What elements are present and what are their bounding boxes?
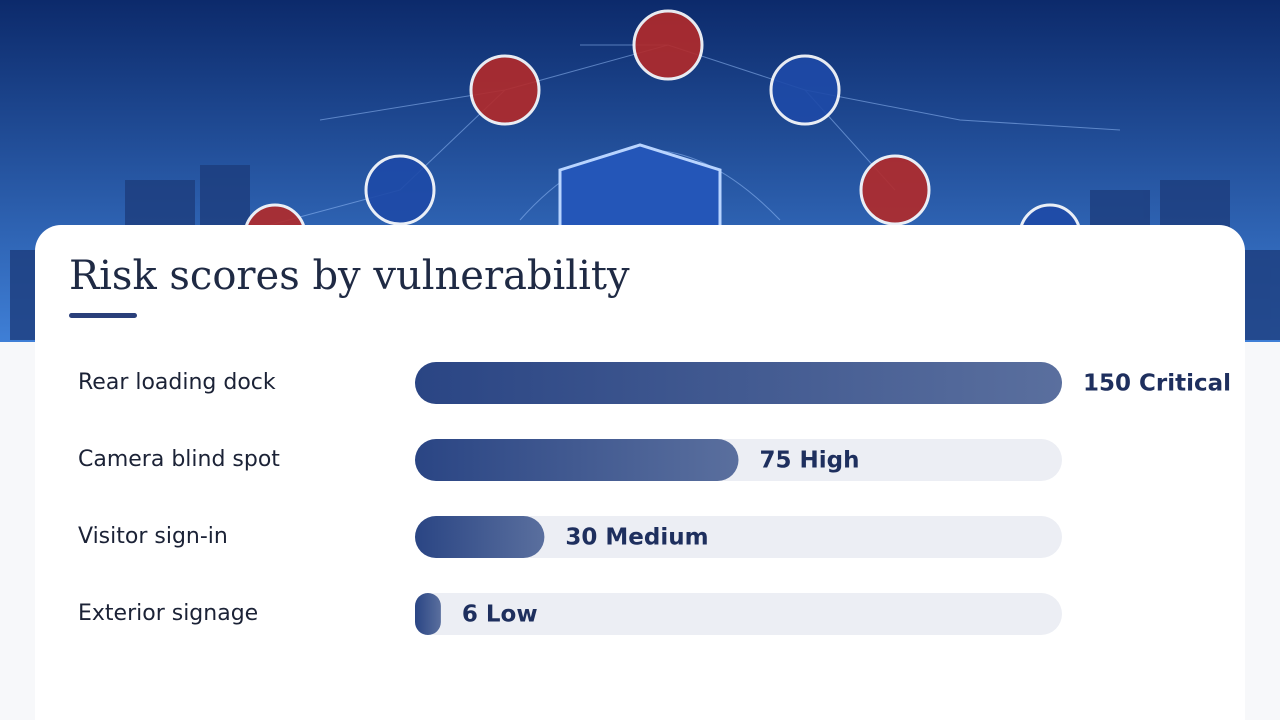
chart-title: Risk scores by vulnerability xyxy=(69,253,630,299)
value-label: 150 Critical xyxy=(1083,371,1231,397)
bar-track xyxy=(415,593,1062,635)
bar xyxy=(415,362,1062,404)
bar xyxy=(415,593,441,635)
bar xyxy=(415,516,545,558)
value-label: 30 Medium xyxy=(565,525,708,551)
bar xyxy=(415,439,739,481)
value-label: 75 High xyxy=(760,448,860,474)
category-label: Camera blind spot xyxy=(78,447,280,472)
value-label: 6 Low xyxy=(462,602,538,628)
title-underline xyxy=(69,313,137,318)
category-label: Exterior signage xyxy=(78,601,258,626)
bar-track xyxy=(415,516,1062,558)
category-label: Visitor sign-in xyxy=(78,524,228,549)
category-label: Rear loading dock xyxy=(78,370,276,395)
